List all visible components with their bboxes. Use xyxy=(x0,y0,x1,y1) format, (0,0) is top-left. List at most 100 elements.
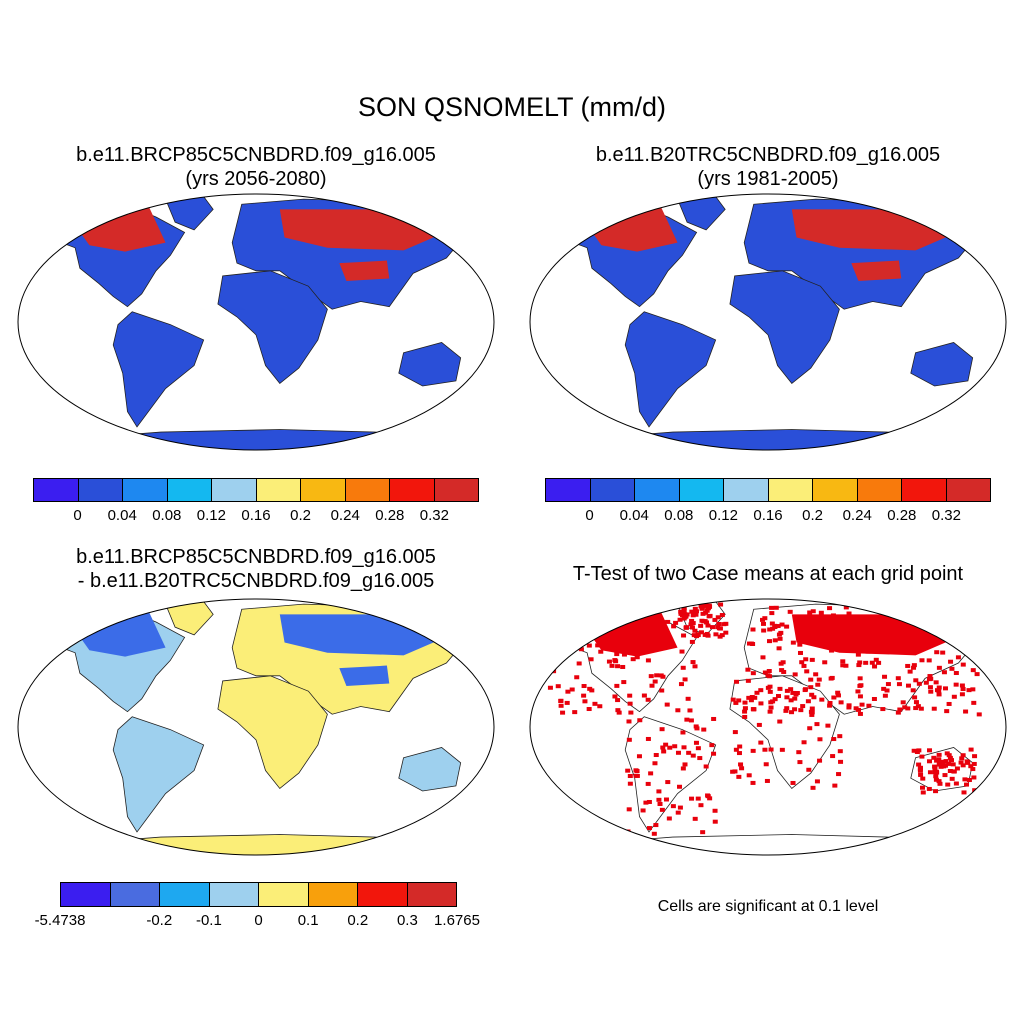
panel1-title-line1: b.e11.BRCP85C5CNBDRD.f09_g16.005 xyxy=(76,144,436,166)
colorbar-swatch xyxy=(212,479,257,501)
significant-cell xyxy=(940,611,946,616)
colorbar-tick-label: 0.12 xyxy=(196,507,226,524)
significant-cell xyxy=(809,710,815,715)
significant-cell xyxy=(571,605,577,610)
colorbar-tick-label: 0.2 xyxy=(290,507,312,524)
significant-cell xyxy=(628,710,634,715)
significant-cell xyxy=(951,694,957,699)
colorbar-tick-label: 0.2 xyxy=(802,507,824,524)
significant-cell xyxy=(903,604,909,609)
significant-cell xyxy=(976,712,982,717)
significant-cell xyxy=(712,808,718,813)
colorbar-swatch xyxy=(160,883,210,906)
map-border xyxy=(17,193,495,451)
significant-cell xyxy=(699,606,705,611)
significant-cell xyxy=(659,727,665,732)
significant-cell xyxy=(614,614,620,619)
significant-cell xyxy=(695,796,701,801)
significant-cell xyxy=(564,700,570,705)
significant-cell xyxy=(615,664,621,669)
significant-cell xyxy=(653,823,659,828)
significant-cell xyxy=(733,747,739,752)
significant-cell xyxy=(689,618,695,623)
significant-cell xyxy=(711,716,717,721)
continent-greenland xyxy=(164,196,214,231)
significant-cell xyxy=(692,606,698,611)
colorbar-panel2 xyxy=(545,478,991,502)
significant-cell xyxy=(695,746,701,751)
significant-cell xyxy=(970,687,976,692)
significant-cell xyxy=(960,763,966,768)
map-panel-3 xyxy=(17,598,495,856)
colorbar-tick-label: 0 xyxy=(254,912,263,929)
significant-cell xyxy=(612,658,618,663)
significant-cell xyxy=(979,605,985,610)
significant-cell xyxy=(712,617,718,622)
significant-cell xyxy=(916,762,922,767)
significant-cell xyxy=(813,672,819,677)
significant-cell xyxy=(932,606,938,611)
significant-cell xyxy=(797,650,803,655)
significant-cell xyxy=(620,610,626,615)
significant-cell xyxy=(835,690,841,695)
significant-cell xyxy=(880,707,886,712)
continent-greenland xyxy=(164,601,214,636)
significant-cell xyxy=(946,607,952,612)
significant-cell xyxy=(690,660,696,665)
significant-cell xyxy=(558,607,564,612)
significant-cell xyxy=(947,769,953,774)
significant-cell xyxy=(698,630,704,635)
significant-cell xyxy=(840,659,846,664)
significant-cell xyxy=(587,686,593,691)
colorbar-tick-label: 0.32 xyxy=(931,507,961,524)
significant-cell xyxy=(827,703,833,708)
significant-cell xyxy=(738,762,744,767)
significant-cell xyxy=(964,782,970,787)
significant-cell xyxy=(637,718,643,723)
significant-cell xyxy=(949,666,955,671)
significant-cell xyxy=(772,697,778,702)
significant-cell xyxy=(586,707,592,712)
significant-cell xyxy=(769,605,775,610)
significant-cell xyxy=(630,657,636,662)
significant-cell xyxy=(825,723,831,728)
significant-cell xyxy=(959,756,965,761)
significant-cell xyxy=(675,708,681,713)
significant-cell xyxy=(964,648,970,653)
significant-cell xyxy=(974,672,980,677)
significant-cell xyxy=(913,706,919,711)
significant-cell xyxy=(836,772,842,777)
significant-cell xyxy=(792,707,798,712)
colorbar-swatch xyxy=(256,479,301,501)
significant-cell xyxy=(716,622,722,627)
continent-australia xyxy=(910,342,974,387)
significant-cell xyxy=(953,682,959,687)
significant-cell xyxy=(665,619,671,624)
significant-cell xyxy=(933,774,939,779)
significant-cell xyxy=(882,693,888,698)
significant-cell xyxy=(911,663,917,668)
significant-cell xyxy=(809,706,815,711)
significant-cell xyxy=(742,714,748,719)
significant-cell xyxy=(971,775,977,780)
significant-cell xyxy=(750,627,756,632)
significant-cell xyxy=(954,766,960,771)
significant-cell xyxy=(809,692,815,697)
significant-cell xyxy=(936,779,942,784)
significant-cell xyxy=(634,655,640,660)
significant-cell xyxy=(573,610,579,615)
significant-cell xyxy=(896,682,902,687)
significant-cell xyxy=(607,616,613,621)
significant-cell xyxy=(918,621,924,626)
colorbar-tick-label: 0.08 xyxy=(152,507,182,524)
significant-cell xyxy=(627,781,633,786)
significant-cell xyxy=(677,617,683,622)
significant-cell xyxy=(977,604,983,609)
significant-cell xyxy=(818,610,824,615)
significant-cell xyxy=(739,766,745,771)
significant-cell xyxy=(742,709,748,714)
significant-cell xyxy=(798,708,804,713)
significant-cell xyxy=(840,663,846,668)
significant-cell xyxy=(748,641,754,646)
significant-cell xyxy=(578,647,584,652)
